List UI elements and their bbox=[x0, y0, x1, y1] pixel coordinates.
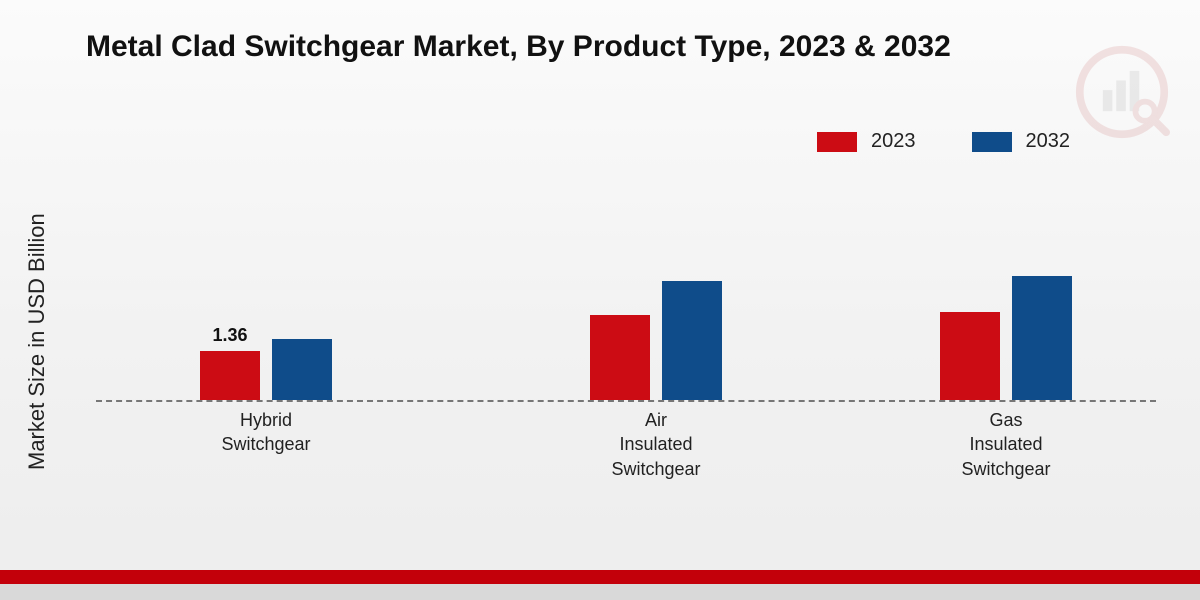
legend-label-2023: 2023 bbox=[871, 130, 916, 153]
bar bbox=[662, 281, 722, 400]
footer-grey-bar bbox=[0, 584, 1200, 600]
legend-item-2032: 2032 bbox=[972, 130, 1071, 153]
category-label: GasInsulatedSwitchgear bbox=[916, 408, 1096, 481]
footer-red-bar bbox=[0, 570, 1200, 584]
plot-area: 1.36 bbox=[96, 180, 1156, 400]
category-label: HybridSwitchgear bbox=[176, 408, 356, 457]
legend-item-2023: 2023 bbox=[817, 130, 916, 153]
bar-value-label: 1.36 bbox=[212, 325, 247, 346]
bar-group bbox=[590, 281, 722, 400]
chart-title: Metal Clad Switchgear Market, By Product… bbox=[86, 30, 951, 64]
legend-swatch-2023 bbox=[817, 132, 857, 152]
legend-swatch-2032 bbox=[972, 132, 1012, 152]
bar-group: 1.36 bbox=[200, 339, 332, 400]
bar bbox=[272, 339, 332, 400]
bar-group bbox=[940, 276, 1072, 400]
bar bbox=[1012, 276, 1072, 400]
bar: 1.36 bbox=[200, 351, 260, 400]
chart-canvas: Metal Clad Switchgear Market, By Product… bbox=[0, 0, 1200, 600]
bar bbox=[940, 312, 1000, 400]
watermark-logo-icon bbox=[1074, 44, 1170, 140]
x-axis-baseline bbox=[96, 400, 1156, 402]
bar bbox=[590, 315, 650, 400]
y-axis-label: Market Size in USD Billion bbox=[24, 213, 50, 470]
category-label: AirInsulatedSwitchgear bbox=[566, 408, 746, 481]
legend: 2023 2032 bbox=[817, 130, 1070, 153]
legend-label-2032: 2032 bbox=[1026, 130, 1071, 153]
